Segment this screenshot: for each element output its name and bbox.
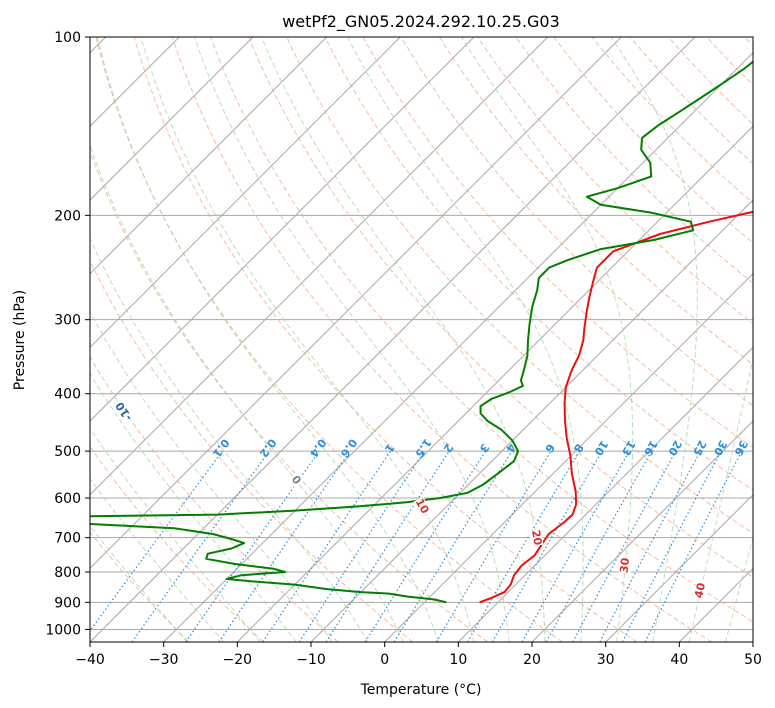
mixing-ratio-line xyxy=(644,450,743,642)
dry-adiabat-line xyxy=(90,531,190,642)
moist-adiabat-label: 40 xyxy=(692,581,708,599)
mixing-ratio-line xyxy=(393,450,513,642)
x-tick-label: −20 xyxy=(223,652,253,668)
moist-adiabat-line xyxy=(90,237,369,642)
moist-adiabat-line xyxy=(90,372,297,642)
isotherm-line xyxy=(163,51,753,642)
y-tick-label: 100 xyxy=(54,30,81,46)
moist-adiabat-label-bg xyxy=(529,528,544,547)
isotherm-line xyxy=(90,37,328,275)
isotherm-line xyxy=(605,493,753,642)
moist-adiabat-label: 20 xyxy=(529,529,544,546)
mixing-ratio-line xyxy=(90,450,223,632)
dewpoint-profile xyxy=(90,60,753,604)
moist-adiabat-line xyxy=(193,37,510,642)
x-tick-label: 20 xyxy=(523,652,541,668)
dry-adiabat-line xyxy=(90,259,414,642)
isotherm-line xyxy=(90,37,475,422)
moist-adiabat-label-bg xyxy=(692,581,709,600)
dry-adiabat-line xyxy=(171,37,712,642)
y-tick-label: 900 xyxy=(54,595,81,611)
mixing-ratio-line xyxy=(185,450,320,642)
y-tick-label: 700 xyxy=(54,531,81,547)
mixing-ratio-line xyxy=(545,450,653,642)
dry-adiabat-line xyxy=(133,37,638,642)
x-tick-label: 30 xyxy=(597,652,615,668)
dry-adiabat-label-bg xyxy=(113,398,136,424)
isotherm-line xyxy=(90,37,696,642)
plot-area xyxy=(90,37,753,642)
dry-adiabat-line xyxy=(400,37,753,407)
mixing-ratio-line xyxy=(131,450,270,642)
dry-adiabat-line xyxy=(324,37,753,491)
dry-adiabat-line xyxy=(90,356,339,642)
y-tick-label: 300 xyxy=(54,313,81,329)
dry-adiabat-line xyxy=(515,37,753,284)
line-labels: 0.10.20.40.611.52346810131620253036-100-… xyxy=(113,398,750,600)
x-tick-label: −30 xyxy=(149,652,179,668)
isotherm-line xyxy=(531,420,753,642)
x-tick-label: −10 xyxy=(296,652,326,668)
moist-adiabat-label-bg xyxy=(288,473,304,488)
isotherm-line xyxy=(236,125,753,642)
mixing-ratio-line xyxy=(325,450,450,642)
moist-adiabat-line xyxy=(90,144,404,642)
moist-adiabat-line xyxy=(96,37,439,642)
isotherm-line xyxy=(90,37,622,570)
x-tick-label: 40 xyxy=(670,652,688,668)
isotherm-line xyxy=(384,272,753,642)
mixing-ratio-label: 25 xyxy=(690,438,709,458)
mixing-ratio-line xyxy=(218,450,351,642)
plot-frame xyxy=(89,36,754,643)
mixing-ratio-line xyxy=(298,450,425,642)
chart-title: wetPf2_GN05.2024.292.10.25.G03 xyxy=(282,12,560,32)
mixing-ratio-label: 36 xyxy=(731,438,750,458)
y-axis-label: Pressure (hPa) xyxy=(12,290,28,390)
dry-adiabat-line xyxy=(438,37,753,366)
mixing-ratio-line xyxy=(262,450,392,642)
isotherm-line xyxy=(90,37,401,349)
x-tick-label: 0 xyxy=(380,652,389,668)
y-tick-label: 1000 xyxy=(45,622,81,638)
moist-adiabat-line xyxy=(260,37,546,642)
dry-adiabat-line xyxy=(248,37,753,578)
x-tick-label: 10 xyxy=(449,652,467,668)
x-tick-label: −40 xyxy=(75,652,105,668)
moist-adiabat-label: 30 xyxy=(618,557,632,574)
moist-adiabat-line xyxy=(688,355,753,642)
x-tick-label: 50 xyxy=(744,652,762,668)
isotherm-line xyxy=(457,346,753,642)
moist-adiabat-line xyxy=(90,427,261,642)
dry-adiabat-line xyxy=(210,37,753,623)
mixing-ratio-line xyxy=(572,450,677,642)
moist-adiabat-line xyxy=(610,37,698,642)
moist-adiabat-line xyxy=(90,310,333,642)
x-axis-label: Temperature (°C) xyxy=(360,682,482,698)
moist-adiabat-label-bg xyxy=(412,496,431,517)
axes: −40 −30 −20 −10 0 10 20 30 40 50 100 200 300 400 500 60… xyxy=(45,30,762,668)
dry-adiabat-line xyxy=(90,445,264,642)
y-tick-label: 600 xyxy=(54,491,81,507)
y-tick-label: 800 xyxy=(54,565,81,581)
moist-adiabat-line xyxy=(347,37,584,642)
y-tick-label: 200 xyxy=(54,208,81,224)
isotherm-line xyxy=(90,37,549,496)
y-tick-label: 400 xyxy=(54,387,81,403)
moist-adiabat-line xyxy=(140,37,475,642)
moist-adiabat-label-bg xyxy=(618,556,633,575)
moist-adiabat-line xyxy=(725,536,753,642)
y-tick-label: 500 xyxy=(54,444,81,460)
mixing-ratio-line xyxy=(521,450,631,642)
isotherm-line xyxy=(90,37,254,201)
